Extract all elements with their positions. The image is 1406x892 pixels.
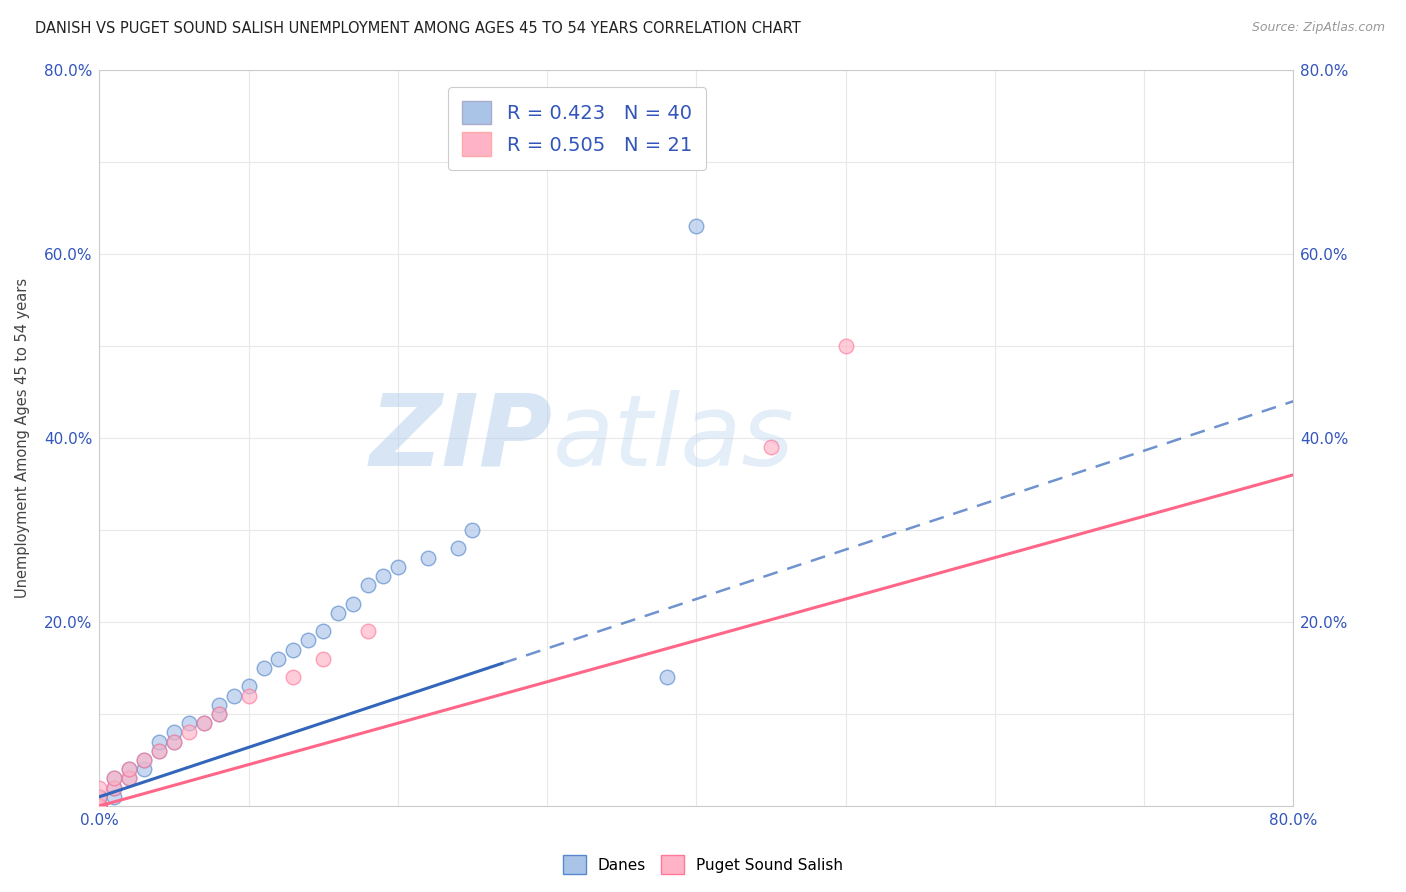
Point [238, 689, 260, 703]
Legend: R = 0.423   N = 40, R = 0.505   N = 21: R = 0.423 N = 40, R = 0.505 N = 21 [449, 87, 706, 169]
Point [103, 772, 125, 786]
Point [89, 799, 111, 814]
Point [89, 799, 111, 814]
Point [326, 606, 349, 620]
Point [283, 642, 305, 657]
Point [759, 440, 782, 454]
Point [312, 652, 335, 666]
Y-axis label: Unemployment Among Ages 45 to 54 years: Unemployment Among Ages 45 to 54 years [15, 278, 30, 599]
Point [357, 578, 380, 592]
Point [103, 772, 125, 786]
Point [89, 799, 111, 814]
Text: ZIP: ZIP [370, 390, 553, 486]
Point [208, 698, 231, 712]
Point [357, 624, 380, 639]
Point [283, 670, 305, 684]
Point [461, 523, 484, 537]
Point [222, 689, 245, 703]
Point [103, 789, 125, 804]
Point [177, 725, 200, 739]
Legend: Danes, Puget Sound Salish: Danes, Puget Sound Salish [557, 849, 849, 880]
Point [655, 670, 678, 684]
Point [252, 661, 274, 675]
Point [148, 744, 170, 758]
Point [132, 753, 155, 767]
Point [387, 559, 409, 574]
Point [148, 744, 170, 758]
Point [416, 550, 439, 565]
Point [118, 772, 141, 786]
Point [132, 762, 155, 776]
Point [238, 680, 260, 694]
Point [342, 597, 364, 611]
Point [89, 799, 111, 814]
Text: atlas: atlas [553, 390, 794, 486]
Point [267, 652, 290, 666]
Point [193, 716, 215, 731]
Point [89, 799, 111, 814]
Point [163, 734, 186, 748]
Point [312, 624, 335, 639]
Point [89, 789, 111, 804]
Point [193, 716, 215, 731]
Point [177, 716, 200, 731]
Point [148, 734, 170, 748]
Point [118, 762, 141, 776]
Point [89, 799, 111, 814]
Point [89, 789, 111, 804]
Point [89, 799, 111, 814]
Point [103, 780, 125, 795]
Point [208, 706, 231, 721]
Point [89, 799, 111, 814]
Point [118, 762, 141, 776]
Point [371, 569, 394, 583]
Text: DANISH VS PUGET SOUND SALISH UNEMPLOYMENT AMONG AGES 45 TO 54 YEARS CORRELATION : DANISH VS PUGET SOUND SALISH UNEMPLOYMEN… [35, 21, 801, 36]
Point [834, 339, 856, 353]
Point [163, 734, 186, 748]
Point [132, 753, 155, 767]
Point [89, 789, 111, 804]
Point [89, 799, 111, 814]
Point [118, 772, 141, 786]
Point [89, 780, 111, 795]
Point [208, 706, 231, 721]
Point [685, 219, 707, 234]
Point [297, 633, 319, 648]
Point [163, 725, 186, 739]
Text: Source: ZipAtlas.com: Source: ZipAtlas.com [1251, 21, 1385, 34]
Point [446, 541, 468, 556]
Point [103, 780, 125, 795]
